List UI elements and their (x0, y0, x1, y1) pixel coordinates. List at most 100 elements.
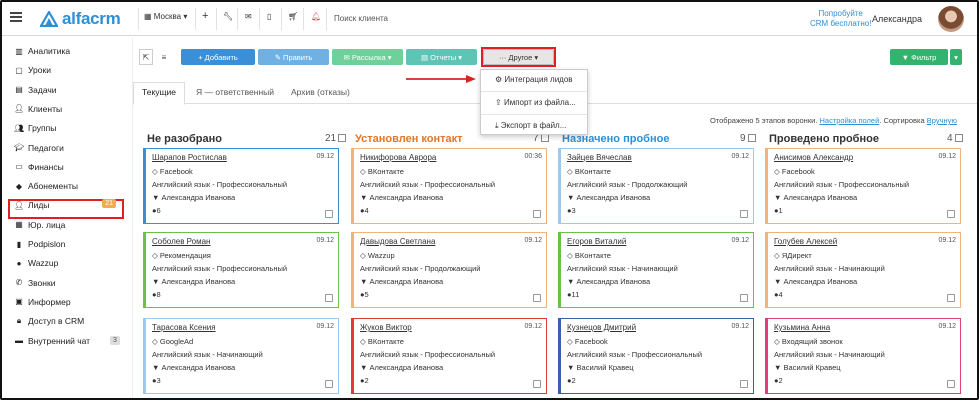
lead-select-checkbox[interactable] (533, 210, 541, 218)
column-title: Не разобрано (147, 133, 222, 145)
lead-name-link[interactable]: Соболев Роман (152, 237, 211, 246)
other-button[interactable]: ··· Другое ▾ (483, 49, 554, 65)
sidebar-item[interactable]: ▭ Финансы (14, 158, 124, 176)
lead-name-link[interactable]: Шарапов Ростислав (152, 153, 227, 162)
lead-name-link[interactable]: Зайцев Вячеслав (567, 153, 632, 162)
lead-date: 09.12 (938, 153, 956, 160)
lead-select-checkbox[interactable] (947, 294, 955, 302)
lead-course: Английский язык - Начинающий (152, 350, 263, 359)
promo-link[interactable]: Попробуйте CRM бесплатно! (810, 9, 871, 29)
column-count: 9 (740, 133, 756, 144)
sidebar-item[interactable]: ▮ Podpislon (14, 235, 124, 253)
sidebar-item[interactable]: ✆ Звонки (14, 274, 124, 292)
sidebar-item[interactable]: 🎓︎ Педагоги (14, 139, 124, 157)
mail-icon[interactable]: ✉ (245, 12, 252, 21)
lead-name-link[interactable]: Кузнецов Дмитрий (567, 323, 637, 332)
reports-button[interactable]: ▤ Отчеты ▾ (406, 49, 477, 65)
column-select-checkbox[interactable] (954, 134, 963, 142)
lead-select-checkbox[interactable] (947, 210, 955, 218)
lead-card[interactable]: Давыдова Светлана 09.12 ◇ Wazzup Английский… (351, 232, 547, 308)
lead-select-checkbox[interactable] (325, 380, 333, 388)
sidebar-item[interactable]: ◆ Абонементы (14, 177, 124, 195)
lead-name-link[interactable]: Анисимов Александр (774, 153, 854, 162)
lead-select-checkbox[interactable] (533, 380, 541, 388)
lead-card[interactable]: Голубев Алексей 09.12 ◇ ЯДирект Английский … (765, 232, 961, 308)
sidebar-item[interactable]: 👥︎ Группы (14, 119, 124, 137)
lead-select-checkbox[interactable] (325, 210, 333, 218)
list-view-icon[interactable]: ≡ (157, 49, 171, 65)
plus-icon[interactable]: + (202, 10, 209, 22)
phone-icon[interactable]: ▯ (267, 12, 272, 21)
lead-select-checkbox[interactable] (533, 294, 541, 302)
mailing-button[interactable]: ✉ Рассылка ▾ (332, 49, 403, 65)
lead-manager-name: Александра Иванова (369, 277, 444, 286)
cart-icon[interactable]: 🛒︎ (288, 12, 299, 21)
collapse-toggle[interactable]: ⇱ (139, 49, 153, 65)
lead-card[interactable]: Жуков Виктор 09.12 ◇ ВКонтакте Английский я… (351, 318, 547, 394)
column-select-checkbox[interactable] (540, 134, 549, 142)
menu-item-import[interactable]: ⇪ Импорт из файла... (495, 98, 576, 107)
lead-select-checkbox[interactable] (947, 380, 955, 388)
lead-comments: ●2 (567, 376, 576, 385)
tab-current[interactable]: Текущие (142, 87, 176, 97)
branch-selector[interactable]: ▦ Москва ▾ (144, 12, 188, 21)
divider (195, 8, 196, 30)
menu-icon[interactable] (10, 12, 22, 22)
sidebar-item[interactable]: ▣ Информер (14, 293, 124, 311)
field-settings-link[interactable]: Настройка полей (819, 116, 880, 125)
sidebar-item[interactable]: ▤ Задачи (14, 81, 124, 99)
sidebar-item[interactable]: ▥ Аналитика (14, 42, 124, 60)
tab-archive[interactable]: Архив (отказы) (291, 87, 350, 97)
sidebar-item[interactable]: 🔒︎ Доступ в CRM (14, 312, 124, 330)
lead-card[interactable]: Кузнецов Дмитрий 09.12 ◇ Facebook Английски… (558, 318, 754, 394)
lead-course: Английский язык - Профессиональный (774, 180, 910, 189)
lead-card[interactable]: Шарапов Ростислав 09.12 ◇ Facebook Английск… (143, 148, 339, 224)
sidebar-item[interactable]: ● Wazzup (14, 254, 124, 272)
lead-select-checkbox[interactable] (325, 294, 333, 302)
menu-item-export[interactable]: ⤓ Экспорт в файл... (495, 121, 566, 131)
lead-name-link[interactable]: Тарасова Ксения (152, 323, 216, 332)
lead-comments-count: 8 (156, 290, 161, 299)
lead-course: Английский язык - Начинающий (774, 264, 885, 273)
wrench-icon[interactable]: 🔧︎ (223, 12, 234, 21)
lead-select-checkbox[interactable] (740, 210, 748, 218)
lead-card[interactable]: Зайцев Вячеслав 09.12 ◇ ВКонтакте Английски… (558, 148, 754, 224)
source-icon: ◇ (774, 251, 780, 260)
lead-card[interactable]: Егоров Виталий 09.12 ◇ ВКонтакте Английский… (558, 232, 754, 308)
lead-name-link[interactable]: Никифорова Аврора (360, 153, 437, 162)
lead-card[interactable]: Кузьмина Анна 09.12 ◇ Входящий звонок Англи… (765, 318, 961, 394)
avatar[interactable] (938, 6, 964, 32)
lead-card[interactable]: Соболев Роман 09.12 ◇ Рекомендация Английск… (143, 232, 339, 308)
column-select-checkbox[interactable] (338, 134, 347, 142)
lead-card[interactable]: Анисимов Александр 09.12 ◇ Facebook Английс… (765, 148, 961, 224)
source-icon: ◇ (360, 251, 366, 260)
filter-button[interactable]: ▼ Фильтр (890, 49, 948, 65)
lead-card[interactable]: Никифорова Аврора 00:36 ◇ ВКонтакте Английс… (351, 148, 547, 224)
lead-select-checkbox[interactable] (740, 380, 748, 388)
lead-name-link[interactable]: Жуков Виктор (360, 323, 412, 332)
lead-select-checkbox[interactable] (740, 294, 748, 302)
add-button[interactable]: + Добавить (181, 49, 255, 65)
lead-date: 09.12 (938, 237, 956, 244)
lead-name-link[interactable]: Голубев Алексей (774, 237, 838, 246)
sort-manual-link[interactable]: Вручную (926, 116, 957, 125)
column-select-checkbox[interactable] (747, 134, 756, 142)
logo[interactable]: alfacrm (39, 9, 121, 28)
filter-dropdown-button[interactable]: ▾ (950, 49, 962, 65)
lead-source-text: Входящий звонок (781, 337, 843, 346)
sidebar-item[interactable]: 👤︎ Лиды 21 (14, 196, 124, 214)
tab-responsible[interactable]: Я — ответственный (196, 87, 274, 97)
lead-card[interactable]: Тарасова Ксения 09.12 ◇ GoogleAd Английский… (143, 318, 339, 394)
sidebar-item[interactable]: 👤︎ Клиенты (14, 100, 124, 118)
menu-item-lead-integration[interactable]: ⚙ Интеграция лидов (495, 75, 573, 84)
lead-name-link[interactable]: Давыдова Светлана (360, 237, 436, 246)
user-name[interactable]: Александра (872, 14, 923, 24)
lead-name-link[interactable]: Егоров Виталий (567, 237, 627, 246)
sidebar-item[interactable]: ▢ Уроки (14, 61, 124, 79)
edit-button[interactable]: ✎ Править (258, 49, 329, 65)
sidebar-item[interactable]: ▦ Юр. лица (14, 216, 124, 234)
bell-icon[interactable]: 🔔︎ (311, 12, 322, 21)
sidebar-item[interactable]: ▬ Внутренний чат (14, 332, 124, 350)
lead-name-link[interactable]: Кузьмина Анна (774, 323, 831, 332)
search-input[interactable]: Поиск клиента (334, 14, 389, 23)
